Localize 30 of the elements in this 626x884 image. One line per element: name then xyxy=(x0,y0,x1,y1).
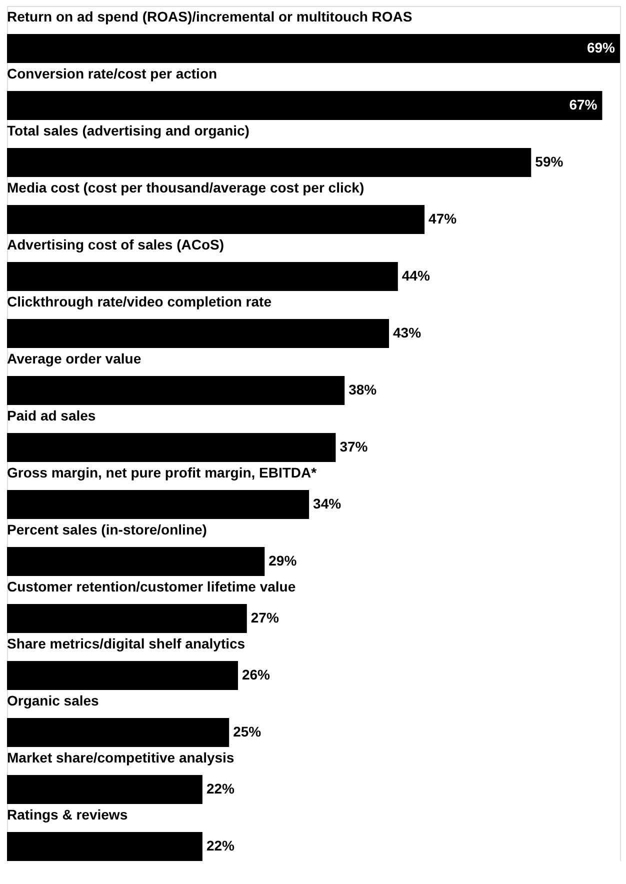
data-label: 43% xyxy=(393,324,422,340)
y-tick-label: Average order value xyxy=(7,350,142,366)
data-label: 44% xyxy=(402,268,430,284)
y-tick-label: Return on ad spend (ROAS)/incremental or multitouch ROAS xyxy=(7,8,412,24)
data-label: 34% xyxy=(313,496,342,512)
y-tick-label: Ratings & reviews xyxy=(7,806,128,822)
data-label: 59% xyxy=(535,154,564,170)
data-label: 47% xyxy=(428,210,458,226)
data-label: 26% xyxy=(242,666,271,682)
y-tick-label: Media cost (cost per thousand/average cost per click) xyxy=(7,180,364,196)
y-tick-label: Market share/competitive analysis xyxy=(7,750,234,766)
y-tick-label: Paid ad sales xyxy=(7,408,96,424)
data-label: 22% xyxy=(206,838,236,854)
data-label: 27% xyxy=(250,610,280,626)
y-tick-label: Organic sales xyxy=(7,692,100,708)
y-tick-label: Advertising cost of sales (ACoS) xyxy=(7,236,224,252)
y-tick-label: Clickthrough rate/video completion rate xyxy=(7,294,272,310)
y-tick-label: Percent sales (in-store/online) xyxy=(7,522,207,538)
y-tick-label: Conversion rate/cost per action xyxy=(7,66,218,82)
data-label: 38% xyxy=(348,382,378,398)
data-label: 22% xyxy=(206,780,236,796)
data-label: 67% xyxy=(569,96,598,112)
data-label: 29% xyxy=(268,552,298,568)
data-label: 37% xyxy=(340,438,368,454)
data-label: 69% xyxy=(586,40,616,56)
y-tick-label: Customer retention/customer lifetime value xyxy=(7,578,296,594)
y-tick-label: Share metrics/digital shelf analytics xyxy=(7,636,246,652)
y-tick-label: Gross margin, net pure profit margin, EBITDA* xyxy=(7,464,318,480)
y-tick-label: Total sales (advertising and organic) xyxy=(7,122,250,138)
data-label: 25% xyxy=(233,724,262,740)
